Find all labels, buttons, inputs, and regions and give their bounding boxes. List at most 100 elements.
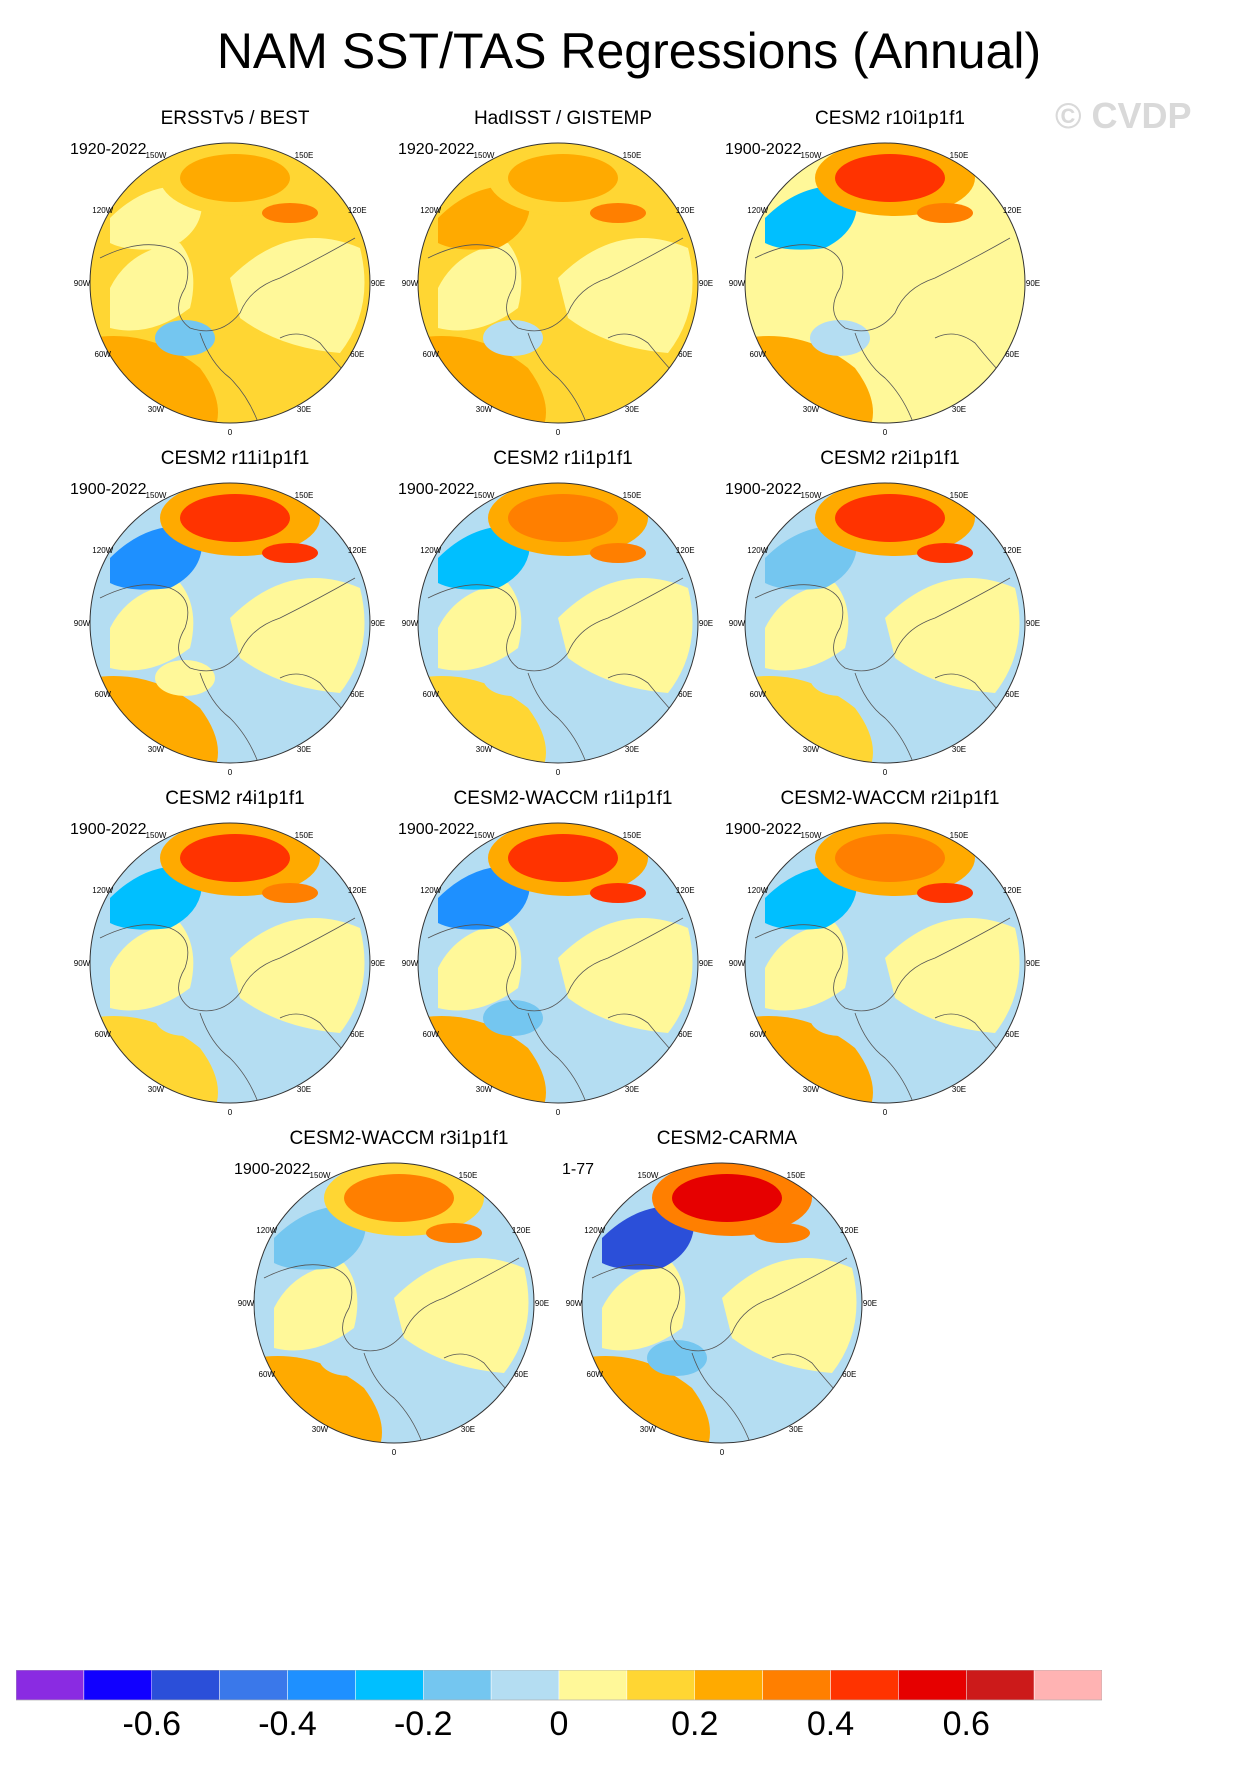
lon-label: 180 [715,1158,729,1160]
lon-label: 150E [295,831,314,840]
colorbar-bin [287,1670,356,1701]
lon-label: 90W [566,1299,583,1308]
lon-label: 60E [678,690,692,699]
land-field [885,578,1020,693]
panel-period: 1900-2022 [398,821,475,838]
polar-map: 180 150W 150E 120W 120E 90W 90E 60W 60E 30W 30E 0 [74,818,385,1117]
lon-label: 180 [223,478,237,480]
lon-label: 120E [512,1226,531,1235]
subpolar-anomaly [483,320,543,356]
pacific-anomaly-core [180,834,290,882]
land-field [885,238,1020,353]
lon-label: 150E [950,491,969,500]
lon-label: 120E [840,1226,859,1235]
coastline [527,672,589,763]
lon-label: 60E [842,1370,856,1379]
map-rim [744,482,1026,764]
coastline [427,237,684,332]
lon-label: 60W [750,690,767,699]
lon-label: 150W [146,491,167,500]
lon-label: 180 [551,818,565,820]
lon-label: 150E [623,151,642,160]
lon-label: 120W [92,546,113,555]
map-rim [89,482,371,764]
map-panel: CESM2 r1i1p1f1 1900-2022 180 150W 150E 120W 12… [398,448,728,818]
coastline [527,332,589,423]
coastline [754,237,1011,332]
panel-period: 1900-2022 [725,141,802,158]
lon-label: 30E [297,745,311,754]
subpolar-anomaly [155,320,215,356]
coastline [527,1012,589,1103]
coastline [199,332,261,423]
subpolar-anomaly [155,1000,215,1036]
panel-period: 1900-2022 [725,821,802,838]
lon-label: 60E [678,1030,692,1039]
lon-label: 60E [1005,690,1019,699]
lon-label: 90E [699,959,713,968]
lon-label: 60W [423,350,440,359]
lon-label: 150W [474,831,495,840]
land-field [438,583,522,671]
lon-label: 120W [747,546,768,555]
pacific-anomaly-core [344,1174,454,1222]
map-panel: CESM2 r4i1p1f1 1900-2022 180 150W 150E 120W 12… [70,788,400,1158]
map-panel: CESM2 r2i1p1f1 1900-2022 180 150W 150E 120W 12… [725,448,1055,818]
lon-label: 120W [92,886,113,895]
pacific-anomaly-core [835,834,945,882]
pacific-anomaly-core [508,834,618,882]
map-panel: CESM2-CARMA 1-77 180 150W 150E 120W 120E 90W 90E… [562,1128,892,1498]
subpolar-anomaly [155,660,215,696]
coastline [591,1257,848,1352]
lon-label: 0 [720,1448,725,1457]
colorbar-frame [16,1670,1102,1701]
lon-label: 60W [750,1030,767,1039]
map-rim [253,1162,535,1444]
map-panel: ERSSTv5 / BEST 1920-2022 180 150W 150E 120W 12… [70,108,400,478]
lon-label: 120W [584,1226,605,1235]
lon-label: 60E [1005,350,1019,359]
colorbar-tick-label: -0.6 [122,1705,182,1743]
lon-label: 180 [878,138,892,140]
lon-label: 120E [676,206,695,215]
lon-label: 0 [556,768,561,777]
coastline [99,917,356,1012]
lon-label: 120E [348,886,367,895]
land-field [765,923,849,1011]
lon-label: 90E [1026,619,1040,628]
lon-label: 120W [747,886,768,895]
lon-label: 30E [789,1425,803,1434]
land-field [558,918,693,1033]
panel-title: CESM2 r10i1p1f1 [815,108,965,129]
coastline [691,1352,753,1443]
lon-label: 60E [1005,1030,1019,1039]
subpolar-anomaly [810,660,870,696]
panel-period: 1920-2022 [70,141,147,158]
land-field [722,1258,857,1373]
lon-label: 30E [297,405,311,414]
seas-anomaly [917,883,973,903]
lon-label: 90E [1026,959,1040,968]
panel-period: 1900-2022 [725,481,802,498]
panel-period: 1900-2022 [398,481,475,498]
lon-label: 30W [803,1085,820,1094]
lon-label: 150W [310,1171,331,1180]
lon-label: 0 [228,1108,233,1117]
lon-label: 0 [883,1108,888,1117]
lon-label: 120W [420,546,441,555]
colorbar-tick-label: -0.4 [258,1705,317,1743]
seas-anomaly [754,1223,810,1243]
lon-label: 30E [297,1085,311,1094]
land-field [110,243,194,331]
lon-label: 0 [883,428,888,437]
pacific-anomaly-core [180,494,290,542]
pacific-anomaly-core [835,154,945,202]
colorbar-bin [966,1670,1035,1701]
polar-map: 180 150W 150E 120W 120E 90W 90E 60W 60E 30W 30E 0 [729,478,1040,777]
lon-label: 30E [625,405,639,414]
panel-period: 1920-2022 [398,141,475,158]
lon-label: 180 [223,138,237,140]
coastline [363,1352,425,1443]
colorbar-bin [490,1670,560,1701]
lon-label: 150E [459,1171,478,1180]
